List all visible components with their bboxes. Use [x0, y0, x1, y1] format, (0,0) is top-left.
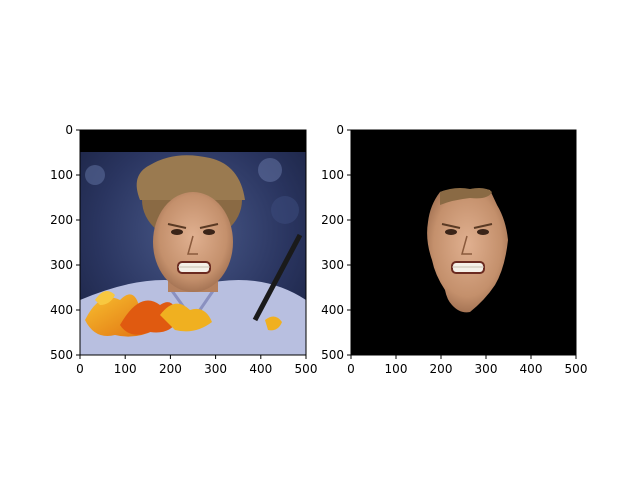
y-tick-label: 100 [321, 168, 344, 182]
axes-frame-right [350, 129, 577, 356]
x-tick-label: 0 [76, 362, 84, 376]
x-tick-label: 500 [295, 362, 318, 376]
y-tick-label: 300 [50, 258, 73, 272]
x-tick-label: 0 [347, 362, 355, 376]
leaves-decoration [85, 291, 282, 337]
x-tick-label: 300 [475, 362, 498, 376]
x-tick-label: 200 [159, 362, 182, 376]
face-cutout [427, 188, 508, 313]
y-tick-label: 500 [321, 348, 344, 362]
axes-frame-left [79, 129, 307, 356]
y-tick-label: 200 [321, 213, 344, 227]
x-tick-label: 400 [249, 362, 272, 376]
x-tick-label: 100 [114, 362, 137, 376]
y-tick-label: 100 [50, 168, 73, 182]
x-tick-label: 300 [204, 362, 227, 376]
y-tick-label: 0 [65, 123, 73, 137]
photo-image [80, 130, 306, 355]
masked-image [351, 130, 576, 355]
y-tick-label: 400 [50, 303, 73, 317]
x-tick-label: 400 [520, 362, 543, 376]
y-tick-label: 300 [321, 258, 344, 272]
x-tick-label: 100 [385, 362, 408, 376]
y-tick-label: 400 [321, 303, 344, 317]
x-tick-label: 200 [430, 362, 453, 376]
x-tick-label: 500 [565, 362, 588, 376]
y-tick-label: 500 [50, 348, 73, 362]
top-black-band [80, 130, 306, 152]
y-tick-label: 200 [50, 213, 73, 227]
y-tick-label: 0 [336, 123, 344, 137]
